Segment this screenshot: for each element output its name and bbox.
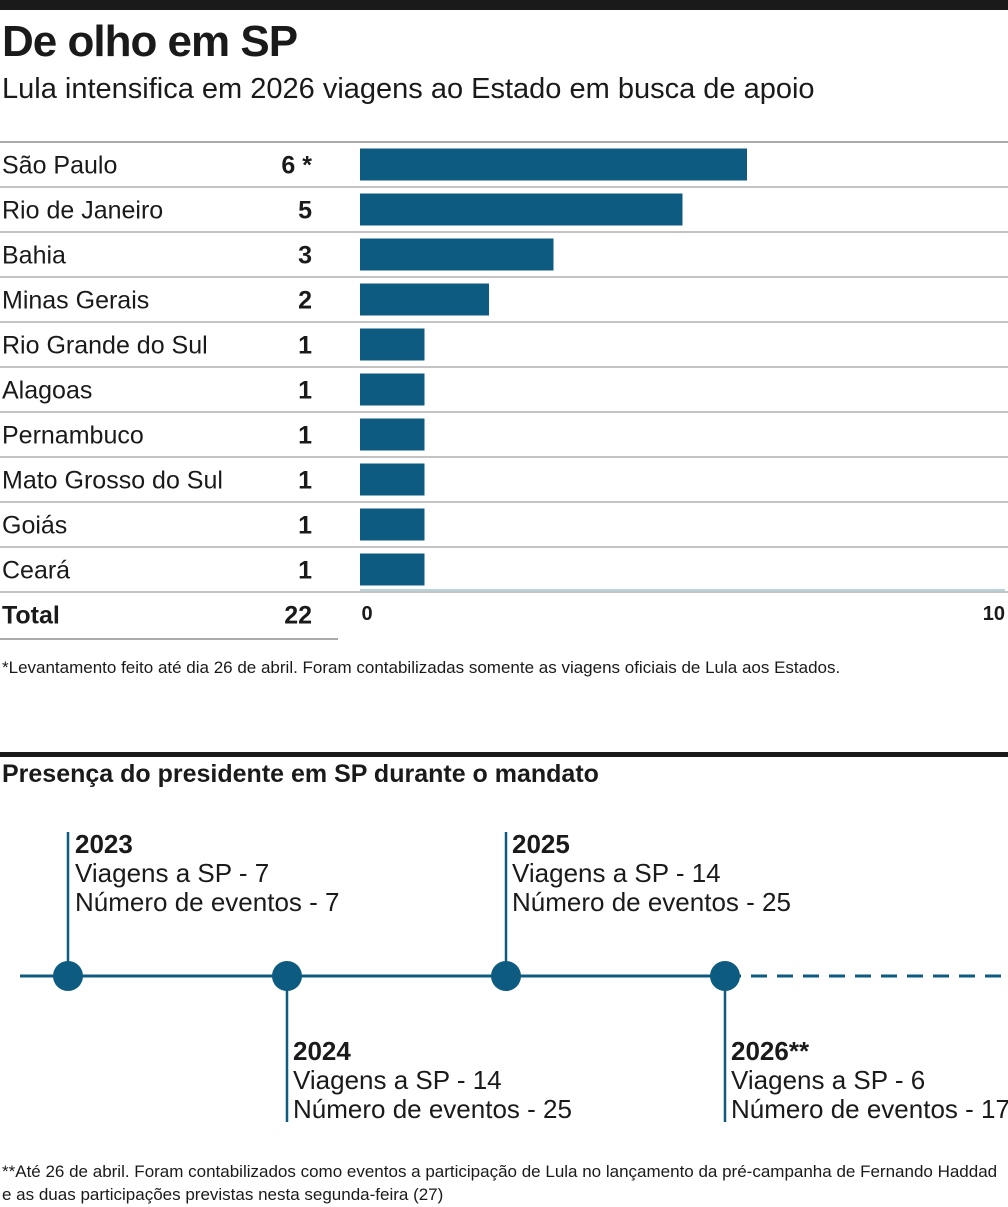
timeline-trips: Viagens a SP - 14 xyxy=(293,1065,502,1095)
timeline: 2023 Viagens a SP - 7 Número de eventos … xyxy=(0,820,1008,1130)
bar xyxy=(360,283,489,316)
category-label: Mato Grosso do Sul xyxy=(2,467,223,495)
category-label: Bahia xyxy=(2,242,66,270)
bar-chart-svg: São Paulo 6 * Rio de Janeiro 5 Bahia 3 Minas G… xyxy=(0,141,1008,640)
value-label: 1 xyxy=(298,332,312,360)
category-label: Goiás xyxy=(2,512,67,540)
total-value: 22 xyxy=(284,602,312,630)
category-label: Rio Grande do Sul xyxy=(2,332,208,360)
bar xyxy=(360,238,554,271)
timeline-year: 2026** xyxy=(731,1036,810,1066)
timeline-year: 2023 xyxy=(75,829,133,859)
value-label: 1 xyxy=(298,512,312,540)
bar xyxy=(360,463,425,496)
section-rule xyxy=(0,752,1008,757)
timeline-events: Número de eventos - 25 xyxy=(293,1094,572,1124)
timeline-trips: Viagens a SP - 6 xyxy=(731,1065,926,1095)
timeline-footnote: **Até 26 de abril. Foram contabilizados … xyxy=(2,1162,998,1204)
timeline-events: Número de eventos - 17 xyxy=(731,1094,1008,1124)
timeline-events: Número de eventos - 25 xyxy=(512,887,791,917)
timeline-item-2026: 2026** Viagens a SP - 6 Número de evento… xyxy=(731,1037,1008,1124)
timeline-svg xyxy=(20,832,1008,1122)
category-label: Ceará xyxy=(2,557,70,585)
category-label: Rio de Janeiro xyxy=(2,197,163,225)
value-label: 5 xyxy=(298,197,312,225)
category-label: Minas Gerais xyxy=(2,287,149,315)
value-label: 1 xyxy=(298,467,312,495)
x-tick-label: 0 xyxy=(361,603,372,625)
bar-chart: São Paulo 6 * Rio de Janeiro 5 Bahia 3 Minas G… xyxy=(0,140,1008,645)
bar xyxy=(360,418,425,451)
value-label: 6 * xyxy=(281,152,312,180)
timeline-year: 2024 xyxy=(293,1036,351,1066)
timeline-trips: Viagens a SP - 14 xyxy=(512,858,721,888)
category-label: São Paulo xyxy=(2,152,117,180)
timeline-year: 2025 xyxy=(512,829,570,859)
chart-footnote: *Levantamento feito até dia 26 de abril.… xyxy=(2,658,841,677)
value-label: 1 xyxy=(298,377,312,405)
bar xyxy=(360,148,747,181)
timeline-marker xyxy=(272,961,302,991)
value-label: 2 xyxy=(298,287,312,315)
x-tick-label: 10 xyxy=(983,603,1005,625)
timeline-title: Presença do presidente em SP durante o m… xyxy=(2,760,599,788)
timeline-trips: Viagens a SP - 7 xyxy=(75,858,270,888)
timeline-marker xyxy=(710,961,740,991)
timeline-item-2024: 2024 Viagens a SP - 14 Número de eventos… xyxy=(293,1037,572,1124)
timeline-events: Número de eventos - 7 xyxy=(75,887,340,917)
category-label: Pernambuco xyxy=(2,422,144,450)
category-label: Alagoas xyxy=(2,377,92,405)
timeline-marker xyxy=(491,961,521,991)
timeline-marker xyxy=(53,961,83,991)
value-label: 1 xyxy=(298,422,312,450)
value-label: 3 xyxy=(298,242,312,270)
value-label: 1 xyxy=(298,557,312,585)
bar xyxy=(360,193,683,226)
total-label: Total xyxy=(2,602,60,630)
bar xyxy=(360,328,425,361)
bar xyxy=(360,508,425,541)
timeline-item-2023: 2023 Viagens a SP - 7 Número de eventos … xyxy=(75,830,339,917)
page-subtitle: Lula intensifica em 2026 viagens ao Esta… xyxy=(2,73,815,105)
bar xyxy=(360,373,425,406)
top-rule xyxy=(0,0,1008,10)
bar xyxy=(360,553,425,586)
timeline-item-2025: 2025 Viagens a SP - 14 Número de eventos… xyxy=(512,830,791,917)
page-title: De olho em SP xyxy=(2,17,298,66)
